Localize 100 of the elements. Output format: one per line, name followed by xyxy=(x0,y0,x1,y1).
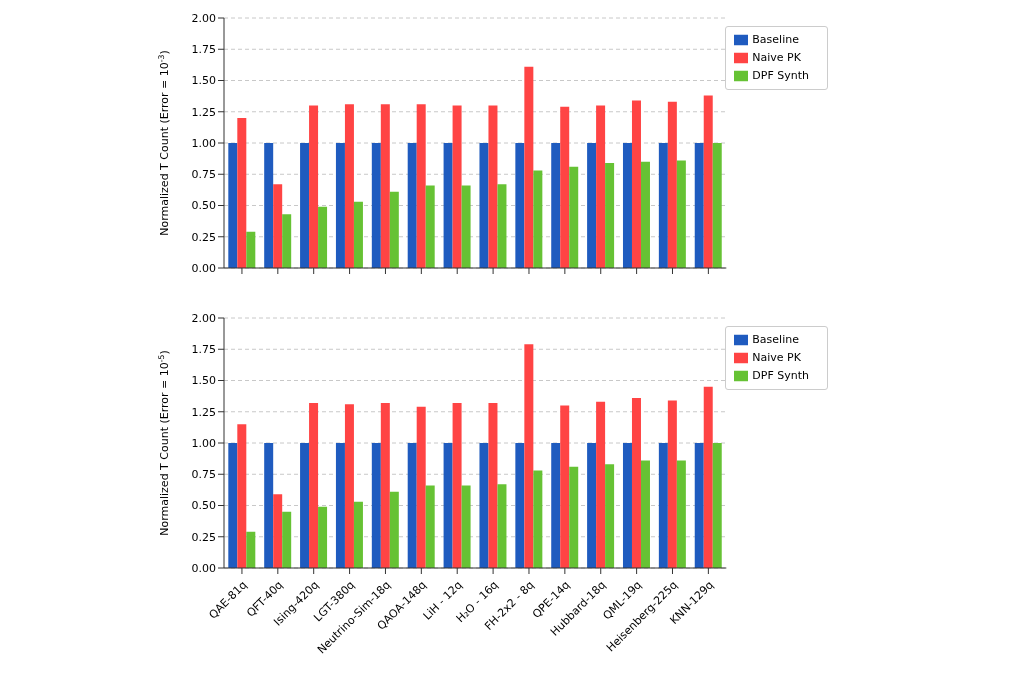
bar xyxy=(497,484,507,568)
bar xyxy=(353,201,363,268)
bar xyxy=(300,143,310,268)
bar xyxy=(524,344,534,568)
bar xyxy=(533,170,543,268)
bar xyxy=(479,143,489,268)
bar xyxy=(605,163,615,268)
bar xyxy=(228,143,238,268)
bar xyxy=(273,494,283,568)
legend-label: DPF Synth xyxy=(752,69,809,82)
bar xyxy=(344,404,354,568)
bar xyxy=(335,143,345,268)
bar xyxy=(587,143,597,268)
bar xyxy=(237,118,247,268)
legend-label: Naive PK xyxy=(752,51,801,64)
legend-label: Naive PK xyxy=(752,351,801,364)
bar xyxy=(425,185,435,268)
y-tick-label: 0.50 xyxy=(191,499,216,513)
bar xyxy=(389,191,399,268)
bar xyxy=(488,403,498,568)
y-tick-label: 0.50 xyxy=(191,199,216,213)
bar xyxy=(309,403,319,568)
bar xyxy=(246,231,256,268)
y-tick-label: 1.25 xyxy=(191,105,216,119)
bar xyxy=(569,166,579,268)
y-tick-label: 2.00 xyxy=(191,311,216,325)
bar xyxy=(380,104,390,268)
bar xyxy=(551,443,561,568)
bar xyxy=(488,105,498,268)
y-tick-label: 1.75 xyxy=(191,343,216,357)
y-tick-label: 2.00 xyxy=(191,11,216,25)
y-tick-label: 1.75 xyxy=(191,43,216,57)
bar xyxy=(596,105,606,268)
bar xyxy=(712,143,722,268)
y-tick-label: 1.25 xyxy=(191,405,216,419)
y-tick-label: 1.00 xyxy=(191,436,216,450)
bar xyxy=(524,66,534,268)
bar xyxy=(380,403,390,568)
bar xyxy=(344,104,354,268)
bar xyxy=(318,506,328,568)
bar xyxy=(335,443,345,568)
y-tick-label: 0.00 xyxy=(191,261,216,275)
bar xyxy=(237,424,247,568)
bar xyxy=(587,443,597,568)
y-tick-label: 0.75 xyxy=(191,168,216,182)
bar xyxy=(676,160,686,268)
bar xyxy=(264,443,274,568)
y-tick-label: 0.00 xyxy=(191,561,216,575)
bar xyxy=(596,401,606,568)
bar xyxy=(515,143,525,268)
bar xyxy=(282,511,292,568)
bar xyxy=(318,206,328,268)
bar xyxy=(264,143,274,268)
legend-label: Baseline xyxy=(752,333,799,346)
bar xyxy=(425,485,435,568)
y-tick-label: 1.50 xyxy=(191,74,216,88)
bar xyxy=(389,491,399,568)
bar xyxy=(622,143,632,268)
legend-label: Baseline xyxy=(752,33,799,46)
y-tick-label: 1.00 xyxy=(191,136,216,150)
bar xyxy=(605,464,615,568)
bar xyxy=(667,101,677,268)
bar xyxy=(640,161,650,268)
bar xyxy=(658,143,668,268)
bar xyxy=(416,104,426,268)
bar xyxy=(273,184,283,268)
bar xyxy=(407,143,417,268)
bar xyxy=(703,95,713,268)
bar xyxy=(703,386,713,568)
bar xyxy=(371,443,381,568)
bar xyxy=(452,105,462,268)
bar xyxy=(667,400,677,568)
bar xyxy=(569,466,579,568)
legend-label: DPF Synth xyxy=(752,369,809,382)
bar xyxy=(694,143,704,268)
bar xyxy=(309,105,319,268)
bar xyxy=(443,143,453,268)
bar xyxy=(631,100,641,268)
bar xyxy=(371,143,381,268)
bar xyxy=(631,398,641,568)
bar xyxy=(461,485,471,568)
bar xyxy=(282,214,292,268)
bar xyxy=(416,406,426,568)
bar xyxy=(443,443,453,568)
bar xyxy=(551,143,561,268)
bar xyxy=(228,443,238,568)
bar xyxy=(694,443,704,568)
bar xyxy=(353,501,363,568)
bar xyxy=(515,443,525,568)
bar xyxy=(676,460,686,568)
bar xyxy=(560,106,570,268)
bar xyxy=(461,185,471,268)
bar xyxy=(246,531,256,568)
bar xyxy=(407,443,417,568)
bar xyxy=(479,443,489,568)
bar xyxy=(452,403,462,568)
bar xyxy=(712,443,722,568)
y-tick-label: 0.25 xyxy=(191,530,216,544)
y-tick-label: 1.50 xyxy=(191,374,216,388)
y-tick-label: 0.75 xyxy=(191,468,216,482)
